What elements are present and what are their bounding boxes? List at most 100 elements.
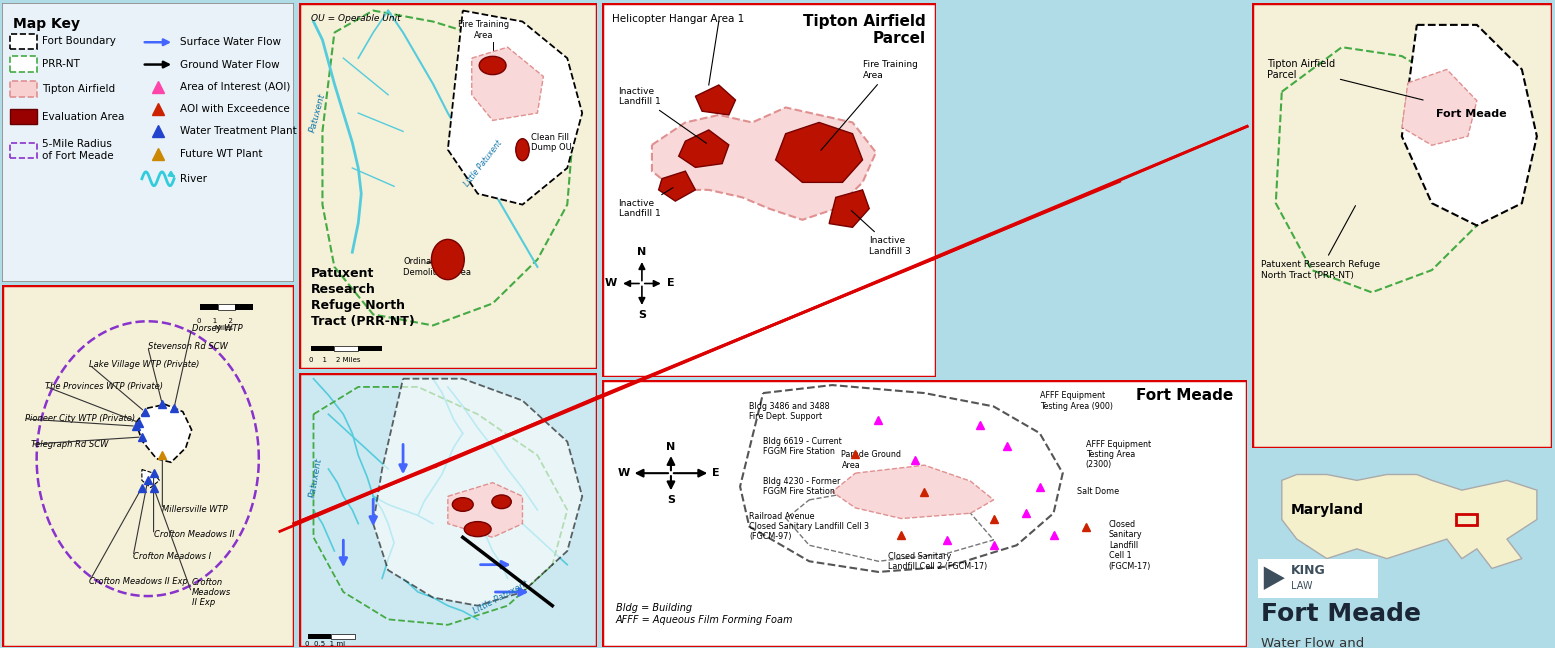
Text: Patuxent
Research
Refuge North
Tract (PRR-NT): Patuxent Research Refuge North Tract (PR…: [311, 267, 414, 328]
Text: Little Patuxent: Little Patuxent: [463, 139, 504, 189]
Text: Area of Interest (AOI): Area of Interest (AOI): [180, 82, 291, 92]
Text: Bldg 4230 - Former
FGGM Fire Station: Bldg 4230 - Former FGGM Fire Station: [764, 477, 841, 496]
Text: E: E: [712, 468, 720, 478]
Text: River: River: [180, 174, 207, 184]
Bar: [11, 143, 37, 158]
Text: Crofton
Meadows
II Exp: Crofton Meadows II Exp: [191, 577, 230, 607]
Text: Telegraph Rd SCW: Telegraph Rd SCW: [31, 440, 109, 448]
Polygon shape: [142, 470, 160, 487]
Text: Fort Boundary: Fort Boundary: [42, 36, 117, 47]
Circle shape: [431, 239, 465, 280]
Text: Bldg 6619 - Current
FGGM Fire Station: Bldg 6619 - Current FGGM Fire Station: [764, 437, 841, 456]
Text: OU = Operable Unit: OU = Operable Unit: [311, 14, 400, 23]
Text: Fort Meade: Fort Meade: [1435, 109, 1507, 119]
Polygon shape: [1281, 474, 1536, 568]
Polygon shape: [1403, 69, 1477, 145]
Polygon shape: [1403, 25, 1536, 226]
Text: Surface Water Flow: Surface Water Flow: [180, 37, 281, 47]
Bar: [358, 345, 383, 351]
Text: Salt Dome: Salt Dome: [1076, 487, 1118, 496]
Polygon shape: [776, 122, 863, 182]
Text: Closed
Sanitary
Landfill
Cell 1
(FGCM-17): Closed Sanitary Landfill Cell 1 (FGCM-17…: [1109, 520, 1151, 570]
Bar: [11, 109, 37, 124]
Text: N: N: [666, 442, 675, 452]
Polygon shape: [373, 378, 582, 606]
Text: Water Treatment Plant: Water Treatment Plant: [180, 126, 297, 137]
Text: Tipton Airfield
Parcel: Tipton Airfield Parcel: [1267, 59, 1423, 100]
Text: PRR-NT: PRR-NT: [42, 59, 81, 69]
Text: The Provinces WTP (Private): The Provinces WTP (Private): [45, 382, 163, 391]
Text: Patuxent: Patuxent: [308, 92, 327, 133]
Bar: [334, 345, 358, 351]
Text: Tipton Airfield: Tipton Airfield: [42, 84, 115, 94]
Ellipse shape: [465, 522, 491, 537]
Text: 5-Mile Radius
of Fort Meade: 5-Mile Radius of Fort Meade: [42, 139, 114, 161]
Text: LAW: LAW: [1291, 581, 1312, 591]
Text: Maryland: Maryland: [1291, 503, 1364, 516]
Text: Lake Village WTP (Private): Lake Village WTP (Private): [89, 360, 199, 369]
Bar: [331, 634, 355, 638]
Text: Little Patuxent: Little Patuxent: [471, 579, 530, 616]
Text: Future WT Plant: Future WT Plant: [180, 148, 263, 159]
Bar: [1258, 559, 1378, 597]
Bar: [235, 304, 253, 310]
Text: W: W: [605, 279, 617, 288]
Text: Dorsey WTP: Dorsey WTP: [191, 324, 243, 333]
Text: KING: KING: [1291, 564, 1325, 577]
Text: Inactive
Landfill 1: Inactive Landfill 1: [619, 87, 706, 143]
Ellipse shape: [516, 139, 529, 161]
Bar: [11, 81, 37, 97]
Text: 0    1    2 Miles: 0 1 2 Miles: [308, 356, 361, 362]
Text: Crofton Meadows II: Crofton Meadows II: [154, 530, 235, 539]
Polygon shape: [659, 171, 695, 201]
Text: Evaluation Area: Evaluation Area: [42, 111, 124, 122]
Ellipse shape: [479, 56, 505, 75]
Text: Stevenson Rd SCW: Stevenson Rd SCW: [148, 342, 227, 351]
Text: Crofton Meadows I: Crofton Meadows I: [134, 552, 211, 561]
Polygon shape: [740, 385, 1062, 572]
Text: Parade Ground
Area: Parade Ground Area: [841, 450, 902, 470]
Text: AOI with Exceedence: AOI with Exceedence: [180, 104, 289, 114]
Text: E: E: [667, 279, 675, 288]
Text: AFFF Equipment
Testing Area
(2300): AFFF Equipment Testing Area (2300): [1085, 439, 1151, 469]
Polygon shape: [829, 190, 869, 227]
Text: N: N: [638, 248, 647, 257]
Text: Bldg = Building
AFFF = Aqueous Film Forming Foam: Bldg = Building AFFF = Aqueous Film Form…: [616, 603, 793, 625]
Bar: [11, 56, 37, 71]
Text: Railroad Avenue
Closed Sanitary Landfill Cell 3
(FGCM-97): Railroad Avenue Closed Sanitary Landfill…: [750, 512, 869, 542]
Bar: [218, 304, 235, 310]
Bar: [311, 345, 334, 351]
Text: S: S: [638, 310, 645, 319]
Text: Fort Meade: Fort Meade: [1137, 388, 1233, 403]
Polygon shape: [448, 483, 522, 537]
Text: Fire Training
Area: Fire Training Area: [459, 21, 508, 40]
Text: Map Key: Map Key: [14, 17, 81, 31]
Text: Bldg 3486 and 3488
Fire Dept. Support: Bldg 3486 and 3488 Fire Dept. Support: [750, 402, 830, 421]
Text: Inactive
Landfill 3: Inactive Landfill 3: [851, 211, 911, 256]
Text: Crofton Meadows II Exp: Crofton Meadows II Exp: [89, 577, 188, 586]
Text: Clean Fill
Dump OU: Clean Fill Dump OU: [532, 133, 572, 152]
Text: Patuxent Research Refuge
North Tract (PRR-NT): Patuxent Research Refuge North Tract (PR…: [1261, 205, 1379, 280]
Text: W: W: [617, 468, 630, 478]
Text: Helicopter Hangar Area 1: Helicopter Hangar Area 1: [611, 14, 743, 24]
Text: Fort Meade: Fort Meade: [1261, 602, 1421, 626]
Bar: [1455, 514, 1477, 526]
Text: Patuxent: Patuxent: [308, 457, 323, 498]
Bar: [201, 304, 218, 310]
Polygon shape: [832, 465, 994, 518]
Text: 0  0.5  1 mi: 0 0.5 1 mi: [305, 642, 345, 647]
Ellipse shape: [491, 495, 512, 509]
Polygon shape: [678, 130, 729, 167]
Text: 0     1     2
        Miles: 0 1 2 Miles: [197, 318, 233, 330]
Ellipse shape: [453, 498, 473, 511]
Polygon shape: [1264, 566, 1284, 590]
Text: Water Flow and
Contamination Map: Water Flow and Contamination Map: [1261, 637, 1392, 648]
Text: Ordinance
Demolition Area: Ordinance Demolition Area: [403, 257, 471, 277]
Text: Closed Sanitary
Landfill Cell 2 (FGCM-17): Closed Sanitary Landfill Cell 2 (FGCM-17…: [888, 551, 987, 571]
Text: AFFF Equipment
Testing Area (900): AFFF Equipment Testing Area (900): [1040, 391, 1113, 411]
Bar: [11, 34, 37, 49]
Text: Fire Training
Area: Fire Training Area: [821, 60, 917, 150]
Text: Millersville WTP: Millersville WTP: [162, 505, 229, 514]
Text: Tipton Airfield
Parcel: Tipton Airfield Parcel: [804, 14, 927, 46]
Polygon shape: [471, 47, 543, 121]
